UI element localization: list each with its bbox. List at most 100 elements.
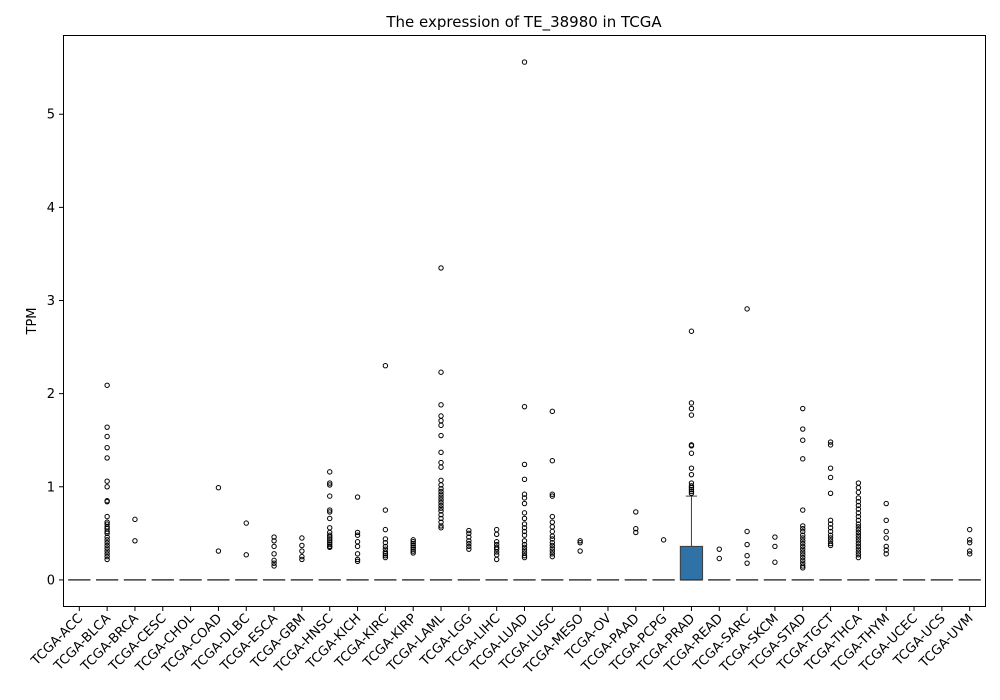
outlier-point [438,432,444,439]
outlier-point [410,546,416,552]
outlier-point [271,538,277,544]
outlier-point [438,422,444,429]
outlier-point [549,551,556,557]
outlier-point [855,502,862,509]
outlier-point [382,507,389,513]
chart-title: The expression of TE_38980 in TCGA [385,13,662,32]
box-group-tcga-uvm [958,526,981,581]
outlier-point [327,541,333,548]
outlier-point [883,517,889,524]
outlier-point [327,493,333,499]
outlier-point [104,553,110,560]
outlier-point [716,546,722,552]
outlier-point [688,483,695,489]
outlier-point [382,363,389,369]
outlier-point [577,548,583,554]
outlier-point [410,540,416,547]
outlier-point [299,548,305,554]
outlier-point [827,532,834,538]
outlier-point [549,542,556,549]
outlier-point [104,528,110,535]
outlier-point [827,439,834,445]
outlier-point [855,489,862,496]
outlier-point [827,442,834,448]
outlier-point [800,525,806,532]
box-group-tcga-blca [95,382,119,581]
outlier-point [521,544,528,551]
outlier-point [966,526,973,533]
outlier-point [855,517,862,524]
outlier-point [549,491,556,497]
outlier-point [883,535,889,541]
outlier-point [271,557,277,564]
outlier-point [104,534,110,540]
outlier-point [577,539,583,546]
outlier-point [855,540,862,547]
outlier-point [827,465,834,471]
outlier-point [521,476,528,483]
outlier-point [271,534,277,540]
outlier-point [549,548,556,554]
outlier-point [744,528,750,535]
outlier-point [855,554,862,561]
outlier-point [493,556,500,563]
box-group-tcga-laml [429,265,453,581]
outlier-point [633,509,639,515]
outlier-point [104,478,110,484]
outlier-point [327,469,333,475]
outlier-point [855,506,862,512]
outlier-point [827,540,834,547]
outlier-point [382,543,389,550]
outlier-point [382,549,389,555]
outlier-point [800,538,806,544]
outlier-point [688,405,695,412]
outlier-point [438,265,444,271]
outlier-point [327,538,333,544]
outlier-point [382,553,389,559]
outlier-point [521,59,528,65]
box-group-tcga-prad [679,328,704,581]
outlier-point [855,526,862,533]
outlier-point [883,547,889,553]
outlier-point [549,533,556,539]
box-group-tcga-luad [513,59,536,581]
outlier-point [688,490,695,497]
box-group-tcga-kirc [374,363,397,581]
outlier-point [354,543,361,550]
outlier-point [827,528,834,535]
box-group-tcga-lihc [485,526,508,581]
outlier-point [438,512,444,518]
outlier-point [327,532,333,538]
box-group-tcga-hnsc [318,469,341,581]
outlier-point [521,461,528,468]
outlier-point [966,548,973,554]
box-group-tcga-esca [262,534,286,581]
outlier-point [521,532,528,538]
outlier-point [354,558,361,564]
outlier-point [438,485,444,492]
outlier-point [410,550,416,556]
outlier-point [354,529,361,536]
outlier-point [549,536,556,542]
outlier-point [438,494,444,500]
outlier-point [327,482,333,488]
outlier-point [410,544,416,551]
outlier-point [466,530,472,537]
y-tick-label: 5 [47,108,55,123]
outlier-point [800,557,806,564]
outlier-point [438,505,444,511]
outlier-point [493,549,500,555]
outlier-point [772,543,778,550]
outlier-point [104,551,110,557]
outlier-point [549,539,556,546]
outlier-point [104,513,110,520]
outlier-point [855,549,862,555]
outlier-point [215,485,222,491]
outlier-point [521,510,528,516]
outlier-point [215,548,222,554]
outlier-point [438,499,444,506]
outlier-point [466,538,472,544]
outlier-point [855,521,862,527]
outlier-point [855,510,862,516]
outlier-point [772,559,778,565]
